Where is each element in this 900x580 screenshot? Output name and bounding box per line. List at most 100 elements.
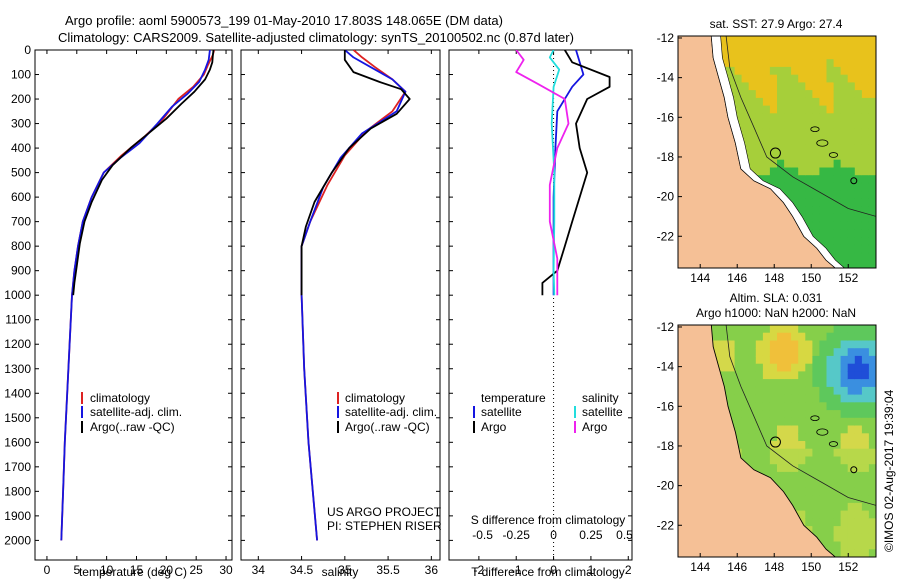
- map-cell: [847, 549, 856, 557]
- map-cell: [861, 74, 870, 83]
- map-cell: [854, 43, 863, 52]
- map-cell: [868, 175, 876, 184]
- map-cell: [755, 59, 764, 68]
- map-cell: [784, 332, 792, 341]
- map-cell: [840, 495, 849, 504]
- map-cell: [784, 410, 792, 419]
- difference-xlabel-top: S difference from climatology: [471, 513, 626, 527]
- map-cell: [777, 325, 785, 334]
- map-cell: [720, 51, 729, 60]
- map-cell: [819, 394, 828, 403]
- map-cell: [840, 43, 849, 52]
- map-cell: [755, 105, 764, 114]
- map-cell: [805, 502, 813, 512]
- map-cell: [833, 36, 842, 45]
- map-cell: [826, 441, 835, 450]
- map-x-tick-label: 148: [764, 271, 784, 285]
- map-cell: [861, 510, 870, 519]
- map-cell: [833, 518, 842, 527]
- map-cell: [819, 237, 828, 246]
- map-cell: [762, 394, 771, 403]
- map-cell: [847, 502, 856, 512]
- map-cell: [769, 66, 778, 76]
- map-cell: [826, 363, 835, 372]
- map-cell: [833, 402, 842, 411]
- map-cell: [791, 121, 799, 130]
- map-cell: [791, 136, 799, 145]
- reef: [816, 139, 829, 147]
- map-cell: [819, 340, 828, 349]
- map-cell: [805, 136, 813, 145]
- map-cell: [791, 386, 799, 396]
- map-cell: [812, 386, 821, 396]
- salinity-lines: [300, 50, 411, 541]
- map-cell: [755, 167, 764, 176]
- map-cell: [840, 417, 849, 427]
- y-tick-label: 900: [11, 264, 31, 278]
- map-cell: [741, 394, 750, 403]
- map-cell: [847, 386, 856, 396]
- map-cell: [819, 90, 828, 99]
- map-cell: [868, 244, 876, 254]
- map-cell: [755, 159, 764, 168]
- map-cell: [833, 394, 842, 403]
- map-cell: [847, 348, 856, 357]
- map-cell: [805, 340, 813, 349]
- map-cell: [868, 487, 876, 496]
- map-cell: [734, 74, 743, 83]
- sla-map-title2: Argo h1000: NaN h2000: NaN: [696, 306, 856, 320]
- map-cell: [734, 355, 743, 365]
- map-cell: [777, 394, 785, 403]
- map-cell: [805, 82, 813, 91]
- map-cell: [833, 533, 842, 543]
- map-cell: [840, 487, 849, 496]
- map-cell: [791, 43, 799, 52]
- legend-sargo-label: Argo: [582, 420, 608, 434]
- map-cell: [819, 206, 828, 215]
- map-cell: [854, 113, 863, 122]
- map-cell: [868, 518, 876, 527]
- map-cell: [826, 198, 835, 207]
- map-cell: [854, 510, 863, 519]
- map-cell: [861, 136, 870, 145]
- map-cell: [741, 402, 750, 411]
- map-cell: [868, 90, 876, 99]
- map-cell: [847, 394, 856, 403]
- map-cell: [805, 36, 813, 45]
- map-cell: [748, 325, 757, 334]
- map-cell: [833, 97, 842, 107]
- salinity-axes: 34 34.5 35 35.5 36: [241, 49, 440, 577]
- map-cell: [734, 59, 743, 68]
- map-cell: [854, 190, 863, 199]
- map-cell: [784, 394, 792, 403]
- map-cell: [819, 410, 828, 419]
- map-cell: [840, 182, 849, 192]
- map-cell: [854, 128, 863, 138]
- map-cell: [798, 182, 806, 192]
- map-cell: [833, 51, 842, 60]
- map-cell: [741, 448, 750, 457]
- map-cell: [777, 105, 785, 114]
- map-cell: [741, 113, 750, 122]
- map-cell: [819, 502, 828, 512]
- map-cell: [784, 74, 792, 83]
- map-cell: [819, 417, 828, 427]
- reef: [816, 428, 829, 436]
- map-cell: [812, 402, 821, 411]
- header-line2: Climatology: CARS2009. Satellite-adjuste…: [58, 30, 574, 45]
- map-cell: [861, 471, 870, 481]
- map-cell: [854, 479, 863, 488]
- map-cell: [805, 182, 813, 192]
- salinity-xlabel: salinity: [322, 565, 359, 579]
- map-cell: [791, 471, 799, 481]
- map-cell: [798, 371, 806, 380]
- map-cell: [861, 206, 870, 215]
- map-cell: [798, 74, 806, 83]
- map-cell: [854, 167, 863, 176]
- map-cell: [812, 90, 821, 99]
- y-tick-label: 800: [11, 239, 31, 253]
- map-cell: [819, 43, 828, 52]
- map-cell: [868, 51, 876, 60]
- map-cell: [868, 237, 876, 246]
- map-cell: [762, 332, 771, 341]
